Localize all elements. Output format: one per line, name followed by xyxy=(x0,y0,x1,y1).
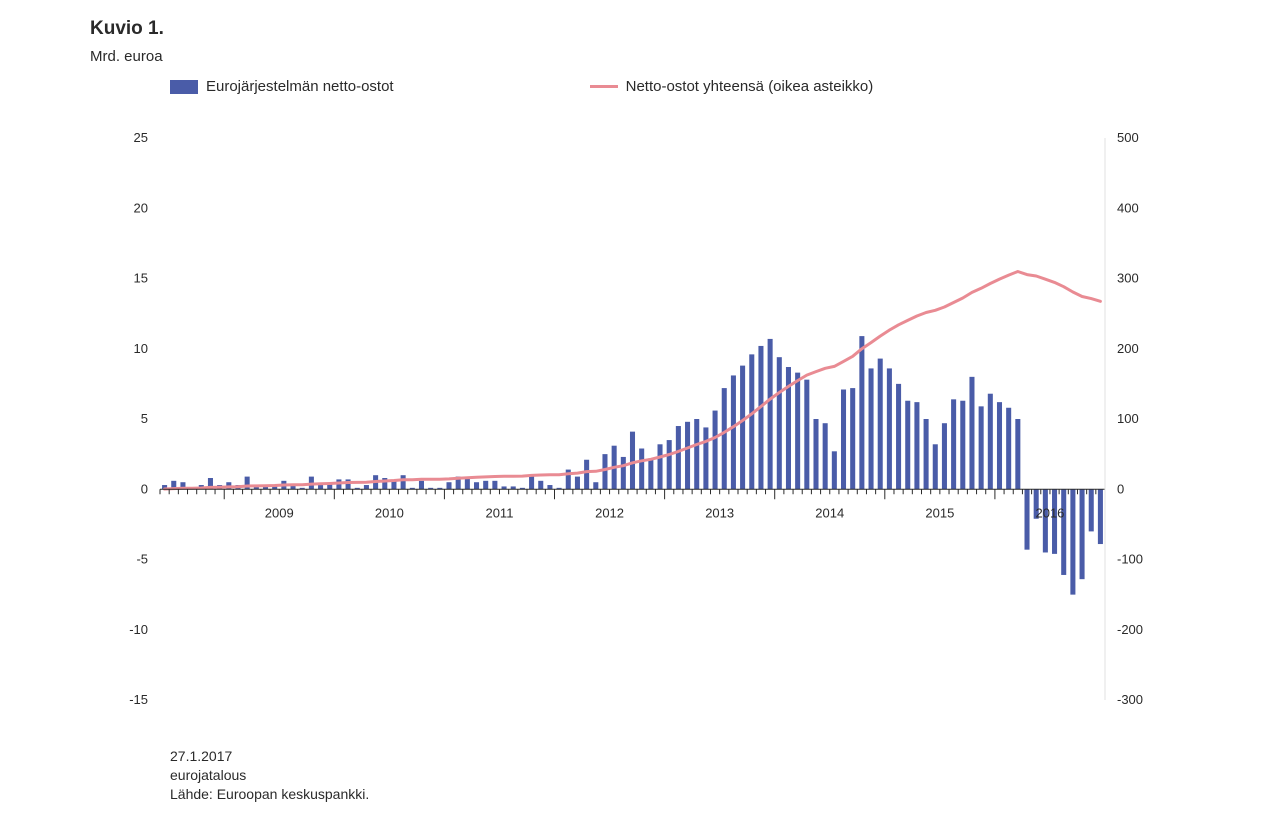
svg-text:400: 400 xyxy=(1117,200,1139,215)
credit-site: eurojatalous xyxy=(170,766,369,785)
svg-text:15: 15 xyxy=(134,271,148,286)
svg-text:0: 0 xyxy=(141,481,148,496)
svg-text:2009: 2009 xyxy=(265,505,294,520)
svg-text:5: 5 xyxy=(141,411,148,426)
svg-text:100: 100 xyxy=(1117,411,1139,426)
svg-text:2012: 2012 xyxy=(595,505,624,520)
svg-text:300: 300 xyxy=(1117,271,1139,286)
credit-date: 27.1.2017 xyxy=(170,747,369,766)
svg-text:0: 0 xyxy=(1117,481,1124,496)
svg-text:-100: -100 xyxy=(1117,552,1143,567)
svg-text:25: 25 xyxy=(134,130,148,145)
svg-text:-15: -15 xyxy=(129,692,148,707)
svg-text:-300: -300 xyxy=(1117,692,1143,707)
svg-text:2010: 2010 xyxy=(375,505,404,520)
svg-text:200: 200 xyxy=(1117,341,1139,356)
svg-text:20: 20 xyxy=(134,200,148,215)
svg-text:-200: -200 xyxy=(1117,622,1143,637)
svg-text:-10: -10 xyxy=(129,622,148,637)
credits: 27.1.2017 eurojatalous Lähde: Euroopan k… xyxy=(170,747,369,804)
chart-canvas: -15 -10 -5 0 5 10 15 20 25 -300 -200 -100 0 100 200 30… xyxy=(0,0,1268,828)
svg-text:500: 500 xyxy=(1117,130,1139,145)
svg-text:2015: 2015 xyxy=(925,505,954,520)
credit-source: Lähde: Euroopan keskuspankki. xyxy=(170,785,369,804)
svg-text:2013: 2013 xyxy=(705,505,734,520)
svg-text:10: 10 xyxy=(134,341,148,356)
svg-text:-5: -5 xyxy=(136,552,148,567)
svg-text:2014: 2014 xyxy=(815,505,844,520)
svg-text:2016: 2016 xyxy=(1035,505,1064,520)
svg-text:2011: 2011 xyxy=(485,505,513,520)
